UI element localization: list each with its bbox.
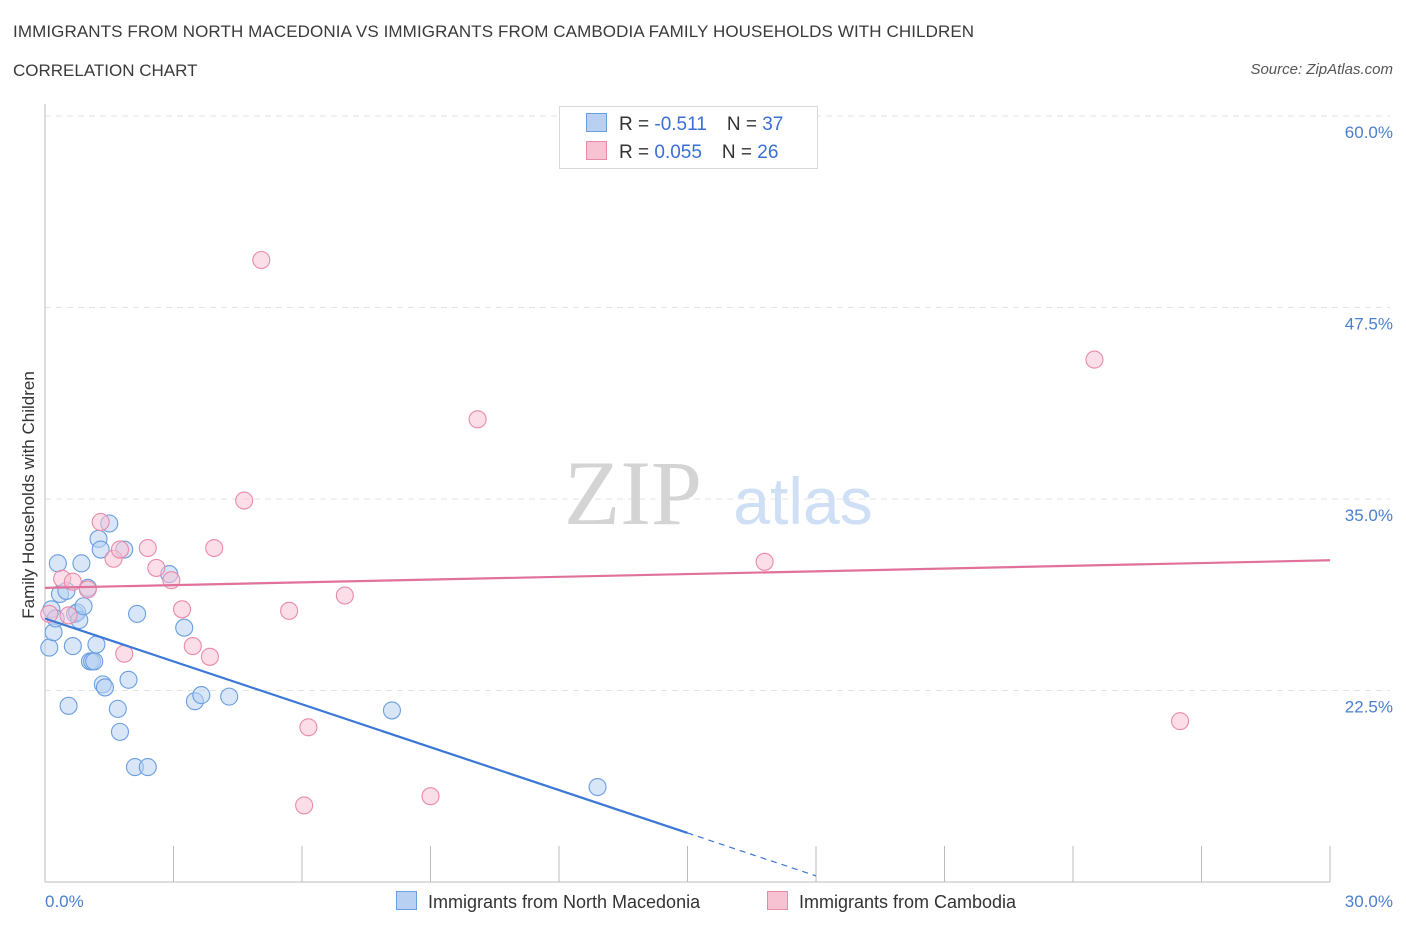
y-axis-label: Family Households with Children: [19, 371, 38, 619]
point-cambodia: [1171, 712, 1190, 731]
legend-label: Immigrants from North Macedonia: [428, 892, 701, 912]
r-value: 0.055: [654, 142, 702, 163]
point-cambodia: [295, 796, 314, 815]
point-north-macedonia: [74, 597, 93, 616]
legend-label: Immigrants from Cambodia: [799, 892, 1017, 912]
y-tick-label: 22.5%: [1345, 698, 1393, 717]
point-cambodia: [91, 512, 110, 532]
axes: [44, 104, 1331, 883]
point-cambodia: [755, 552, 774, 571]
point-cambodia: [147, 558, 166, 577]
point-north-macedonia: [72, 554, 91, 573]
trend-line-cambodia: [44, 559, 1331, 589]
point-north-macedonia: [192, 686, 211, 705]
point-cambodia: [138, 538, 157, 558]
point-north-macedonia: [48, 554, 67, 573]
point-cambodia: [200, 647, 219, 666]
watermark-zip: ZIP: [564, 442, 702, 544]
point-cambodia: [1085, 350, 1104, 369]
n-label: N =: [726, 114, 763, 135]
legend-item-cambodia[interactable]: Immigrants from Cambodia: [767, 891, 1016, 913]
r-value: -0.511: [654, 114, 707, 135]
point-north-macedonia: [119, 670, 138, 689]
point-north-macedonia: [91, 540, 110, 559]
y-tick-label: 60.0%: [1345, 123, 1393, 142]
point-north-macedonia: [108, 699, 127, 718]
point-cambodia: [59, 606, 78, 625]
blue-swatch: [586, 113, 607, 132]
n-label: N =: [721, 142, 758, 163]
y-tick-label: 35.0%: [1345, 506, 1393, 525]
r-label: R =: [619, 142, 655, 163]
point-north-macedonia: [220, 687, 239, 706]
point-north-macedonia: [175, 618, 194, 637]
chart-subtitle: CORRELATION CHART: [13, 61, 198, 80]
point-north-macedonia: [85, 652, 104, 671]
watermark-atlas: atlas: [733, 464, 872, 538]
trend-line-north-macedonia: [44, 617, 688, 835]
point-cambodia: [183, 637, 202, 656]
point-north-macedonia: [588, 777, 607, 797]
point-cambodia: [421, 787, 440, 806]
point-north-macedonia: [59, 696, 78, 715]
trend-line-extension: [687, 832, 817, 877]
point-cambodia: [252, 250, 271, 270]
stats-legend: R = -0.511 N = 37 R = 0.055 N = 26: [559, 106, 818, 169]
point-cambodia: [468, 410, 487, 429]
point-cambodia: [299, 718, 318, 737]
chart-title: IMMIGRANTS FROM NORTH MACEDONIA VS IMMIG…: [13, 22, 975, 41]
point-cambodia: [110, 540, 130, 559]
legend-item-north-macedonia[interactable]: Immigrants from North Macedonia: [396, 891, 700, 913]
blue-swatch: [396, 891, 417, 910]
point-cambodia: [235, 491, 254, 510]
y-tick-label: 47.5%: [1345, 315, 1393, 334]
point-cambodia: [63, 572, 82, 591]
point-cambodia: [78, 580, 97, 599]
watermark: ZIP atlas: [564, 442, 873, 544]
point-cambodia: [40, 604, 59, 623]
point-north-macedonia: [63, 637, 82, 656]
point-cambodia: [173, 600, 192, 619]
point-north-macedonia: [110, 722, 130, 741]
point-north-macedonia: [40, 638, 59, 657]
point-cambodia: [205, 538, 224, 558]
pink-swatch: [767, 891, 788, 910]
point-cambodia: [280, 601, 299, 620]
x-tick-label-min: 0.0%: [45, 892, 84, 911]
x-tick-label-max: 30.0%: [1345, 892, 1393, 911]
legend-row-north-macedonia: R = -0.511 N = 37: [586, 113, 783, 135]
point-north-macedonia: [138, 758, 157, 777]
grid-lines: [45, 115, 1390, 691]
legend-row-cambodia: R = 0.055 N = 26: [586, 141, 778, 163]
pink-swatch: [586, 141, 607, 160]
point-north-macedonia: [382, 701, 402, 720]
trend-lines: [44, 559, 1331, 877]
source-credit: Source: ZipAtlas.com: [1250, 61, 1393, 78]
point-north-macedonia: [128, 604, 147, 623]
point-north-macedonia: [95, 678, 115, 697]
n-value: 26: [757, 142, 779, 163]
n-value: 37: [762, 114, 784, 135]
r-label: R =: [619, 114, 655, 135]
point-cambodia: [335, 586, 354, 605]
axis-labels: Family Households with Children 22.5% 35.…: [19, 123, 1393, 911]
